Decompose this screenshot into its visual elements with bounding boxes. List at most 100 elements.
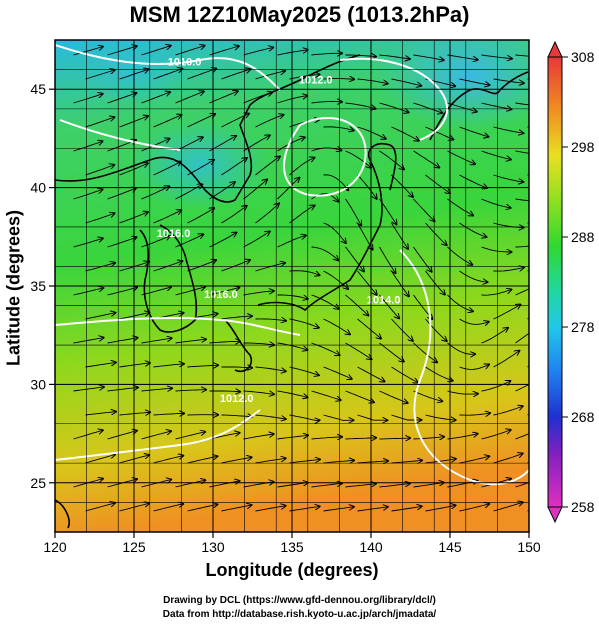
wind-streamline: [277, 435, 308, 440]
contour-label: 1012.0: [299, 74, 333, 86]
wind-streamline: [323, 460, 355, 463]
wind-streamline: [175, 46, 205, 56]
wind-streamline: [107, 388, 138, 392]
wind-streamline: [515, 198, 529, 202]
x-axis-ticks: 120 125 130 135 140 145 150: [43, 532, 541, 555]
wind-streamline: [357, 318, 382, 339]
wind-streamline: [447, 198, 474, 216]
wind-streamline: [493, 502, 523, 512]
wind-streamline: [379, 294, 400, 318]
wind-streamline: [459, 318, 489, 324]
wind-streamline: [243, 390, 274, 394]
contour-label: 1012.0: [220, 393, 254, 405]
credit-line-data-source: Data from http://database.rish.kyoto-u.a…: [162, 609, 437, 620]
wind-streamline: [85, 455, 115, 464]
wind-streamline: [311, 390, 341, 400]
wind-streamline: [515, 150, 529, 154]
wind-streamline: [459, 365, 490, 370]
coastlines: [55, 54, 529, 529]
wind-streamline: [187, 114, 216, 128]
wind-streamline: [221, 316, 252, 320]
wind-streamline: [357, 270, 377, 295]
wind-streamline: [153, 115, 182, 128]
wind-streamline: [107, 287, 138, 296]
wind-streamline: [73, 288, 104, 296]
wind-streamline: [187, 456, 218, 464]
wind-streamline: [323, 414, 354, 420]
wind-streamline: [391, 270, 409, 296]
wind-streamline: [107, 93, 137, 104]
wind-streamline: [357, 461, 389, 463]
wind-streamline: [391, 126, 419, 141]
wind-streamline: [493, 454, 523, 464]
wind-streamline: [311, 294, 339, 309]
wind-streamline: [289, 506, 320, 512]
colorbar-tick-label: 308: [571, 49, 595, 65]
wind-streamline: [391, 460, 423, 463]
wind-streamline: [323, 222, 346, 243]
wind-streamline: [277, 178, 300, 200]
wind-streamline: [175, 184, 203, 200]
wind-streamline: [311, 246, 339, 260]
wind-streamline: [515, 482, 529, 488]
wind-streamline: [413, 198, 435, 221]
map-title: MSM 12Z10May2025 (1013.2hPa): [129, 2, 470, 27]
wind-streamline: [289, 158, 315, 176]
wind-streamline: [85, 313, 116, 320]
wind-streamline: [255, 157, 280, 176]
wind-streamline: [493, 222, 524, 228]
wind-streamline: [73, 189, 103, 200]
wind-streamline: [85, 117, 115, 128]
wind-streamline: [459, 456, 490, 464]
wind-streamline: [73, 238, 103, 248]
wind-streamline: [357, 414, 388, 420]
wind-streamline: [175, 390, 207, 391]
wind-streamline: [85, 503, 116, 512]
wind-streamline: [289, 318, 319, 328]
wind-streamline: [119, 363, 150, 368]
wind-streamline: [187, 208, 215, 224]
wind-streamline: [221, 505, 252, 512]
contour-label: 1016.0: [157, 228, 191, 240]
contour-label: 1016.0: [204, 289, 238, 301]
wind-streamline: [73, 47, 103, 56]
wind-streamline: [459, 222, 487, 237]
wind-streamline: [85, 412, 116, 416]
wind-streamline: [221, 367, 253, 368]
wind-streamline: [357, 174, 377, 199]
wind-streamline: [493, 126, 524, 133]
wind-streamline: [209, 481, 240, 488]
wind-streamline: [221, 415, 253, 417]
wind-streamline: [391, 318, 413, 341]
wind-streamline: [221, 260, 251, 272]
wind-streamline: [345, 390, 374, 402]
wind-streamline: [311, 437, 343, 439]
wind-streamline: [153, 504, 184, 512]
wind-streamline: [345, 342, 372, 359]
wind-streamline: [515, 332, 529, 344]
wind-streamline: [209, 341, 241, 343]
wind-streamline: [277, 235, 306, 248]
x-tick-label: 145: [438, 539, 462, 555]
wind-streamline: [153, 210, 182, 224]
wind-streamline: [447, 481, 478, 488]
colorbar-ticks: 308 298 288 278 268 258: [562, 49, 595, 515]
wind-streamline: [277, 390, 308, 397]
wind-streamline: [345, 294, 369, 315]
colorbar-tick-label: 268: [571, 409, 595, 425]
wind-streamline: [141, 46, 171, 56]
wind-streamline: [277, 342, 308, 350]
wind-streamline: [515, 245, 529, 248]
wind-streamline: [107, 431, 137, 440]
wind-streamline: [141, 186, 170, 200]
wind-streamline: [481, 328, 509, 344]
wind-streamline: [141, 92, 171, 104]
wind-streamline: [493, 406, 523, 416]
wind-streamline: [447, 342, 476, 354]
wind-streamline: [175, 137, 203, 152]
lat-lon-grid: [54, 40, 530, 532]
wind-streamline: [481, 290, 512, 296]
wind-streamline: [289, 366, 319, 375]
wind-streamline: [413, 150, 440, 168]
wind-streamline: [175, 91, 204, 104]
